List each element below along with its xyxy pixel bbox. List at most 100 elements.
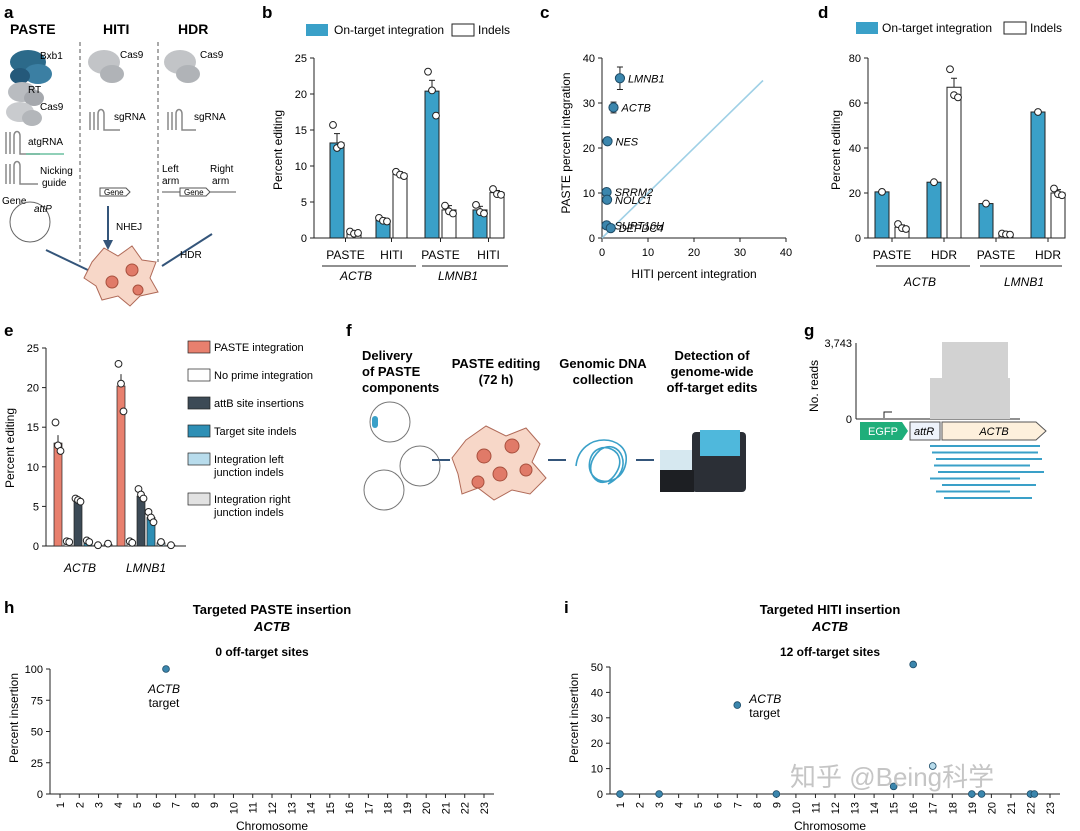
- data-point: [424, 67, 432, 76]
- x-tick-label: 11: [810, 802, 822, 813]
- data-point: [329, 121, 337, 129]
- bar-on-target: [926, 181, 942, 239]
- x-tick-label: 22: [460, 802, 472, 814]
- y-axis-label: Percent editing: [271, 110, 285, 190]
- plasmid-icon: [9, 201, 51, 243]
- gene-label-actb: ACTB: [339, 269, 372, 283]
- data-point: [114, 359, 123, 368]
- x-axis-label: Chromosome: [236, 819, 308, 831]
- x-tick-label: 8: [752, 802, 764, 808]
- target-annotation: target: [749, 706, 780, 720]
- data-point: [432, 111, 440, 120]
- y-tick-label: 80: [849, 53, 861, 65]
- y-tick-label: 50: [591, 662, 603, 674]
- x-tick-label: 4: [113, 802, 125, 808]
- step-4-line-1: Detection of: [674, 348, 750, 363]
- label-cas9-hiti: Cas9: [120, 50, 144, 61]
- data-point: [337, 141, 345, 150]
- x-tick-label: 7: [732, 802, 744, 808]
- data-point: [772, 790, 781, 798]
- y-tick-label: 20: [849, 188, 861, 200]
- x-tick-label: 3: [654, 802, 666, 808]
- x-tick-label: 23: [479, 802, 491, 814]
- data-point: [449, 209, 457, 218]
- point-label: LMNB1: [628, 73, 665, 85]
- y-tick-label: 0: [589, 233, 595, 245]
- x-tick-label: 18: [947, 802, 959, 814]
- y-tick-label: 5: [33, 501, 39, 513]
- x-tick-label: 14: [306, 802, 318, 814]
- y-tick-label: 50: [31, 727, 43, 739]
- y-tick-label: 25: [295, 53, 307, 65]
- x-tick-label: 16: [908, 802, 920, 814]
- cas9-protein-icon: [6, 102, 42, 126]
- x-tick-label: 6: [151, 802, 163, 808]
- bxb1-protein-icon: [10, 50, 52, 84]
- label-sgrna-hdr: sgRNA: [194, 112, 226, 123]
- cas9-hdr-icon: [164, 50, 200, 83]
- y-tick-label: 30: [583, 98, 595, 110]
- header-paste: PASTE: [10, 21, 56, 37]
- point-label: NOLC1: [615, 195, 652, 207]
- x-tick-label: 9: [771, 802, 783, 808]
- data-point: [65, 538, 74, 546]
- point-label: SRRM2: [615, 187, 654, 199]
- legend-label: attB site insertions: [214, 398, 304, 410]
- read-lines: [930, 445, 1044, 499]
- label-atgrna: atgRNA: [28, 137, 63, 148]
- data-point: [441, 201, 449, 210]
- y-tick-label: 10: [591, 764, 603, 776]
- panel-f-workflow: Delivery of PASTE components PASTE editi…: [362, 348, 758, 511]
- promoter-arrow-icon: [883, 411, 892, 418]
- x-tick-label: 10: [642, 247, 654, 259]
- header-hdr: HDR: [178, 21, 208, 37]
- data-point: [1006, 230, 1014, 239]
- panel-letter-h: h: [4, 598, 14, 617]
- subtitle: 12 off-target sites: [780, 645, 880, 659]
- egfp-label: EGFP: [868, 426, 898, 438]
- panel-g-reads: No. reads 3,743 0 EGFP attR ACTB: [807, 338, 1047, 499]
- data-point: [608, 102, 619, 113]
- bar-series-0: [53, 442, 63, 547]
- data-point: [56, 447, 65, 455]
- coverage-track: [930, 342, 1010, 419]
- y-tick-label: 10: [295, 161, 307, 173]
- cells-icon: [83, 245, 159, 307]
- x-tick-label: 20: [688, 247, 700, 259]
- y-tick-label: 40: [849, 143, 861, 155]
- x-tick-label: 19: [967, 802, 979, 814]
- point-label: NES: [616, 136, 639, 148]
- y-tick-label: 0: [301, 233, 307, 245]
- step-2-line-1: PASTE editing: [452, 356, 541, 371]
- sgrna-hiti-icon: [89, 108, 120, 131]
- y-tick-label: 20: [295, 89, 307, 101]
- target-annotation: ACTB: [748, 692, 781, 706]
- nicking-guide-icon: [5, 160, 38, 185]
- panel-letter-d: d: [818, 3, 828, 22]
- data-point: [889, 782, 898, 791]
- label-left-arm: arm: [162, 176, 179, 187]
- panel-letter-g: g: [804, 321, 814, 340]
- x-tick-label: 10: [791, 802, 803, 814]
- y-tick-label: 0: [597, 789, 603, 801]
- sgrna-hdr-icon: [167, 108, 196, 131]
- x-tick-label: 18: [383, 802, 395, 814]
- x-tick-label: 4: [674, 802, 686, 808]
- gene-label-lmnb1: LMNB1: [126, 561, 166, 575]
- panel-a-schematic: PASTE HITI HDR Bxb1 RT Cas9 atgRNA Nicki…: [2, 21, 236, 307]
- y-axis-label: Percent editing: [3, 408, 17, 488]
- y-tick-label: 10: [583, 188, 595, 200]
- x-tick-label: 40: [780, 247, 792, 259]
- y-tick-label: 20: [583, 143, 595, 155]
- y-tick-label: 60: [849, 98, 861, 110]
- data-point: [954, 93, 962, 102]
- attr-label: attR: [914, 426, 934, 438]
- bar-indels: [392, 173, 408, 239]
- data-point: [472, 200, 480, 209]
- data-point: [946, 65, 954, 74]
- y-tick-label: 20: [591, 738, 603, 750]
- plasmid-insert-icon: [372, 416, 378, 428]
- panel-letter-e: e: [4, 321, 13, 340]
- x-tick-label: 1: [615, 802, 627, 808]
